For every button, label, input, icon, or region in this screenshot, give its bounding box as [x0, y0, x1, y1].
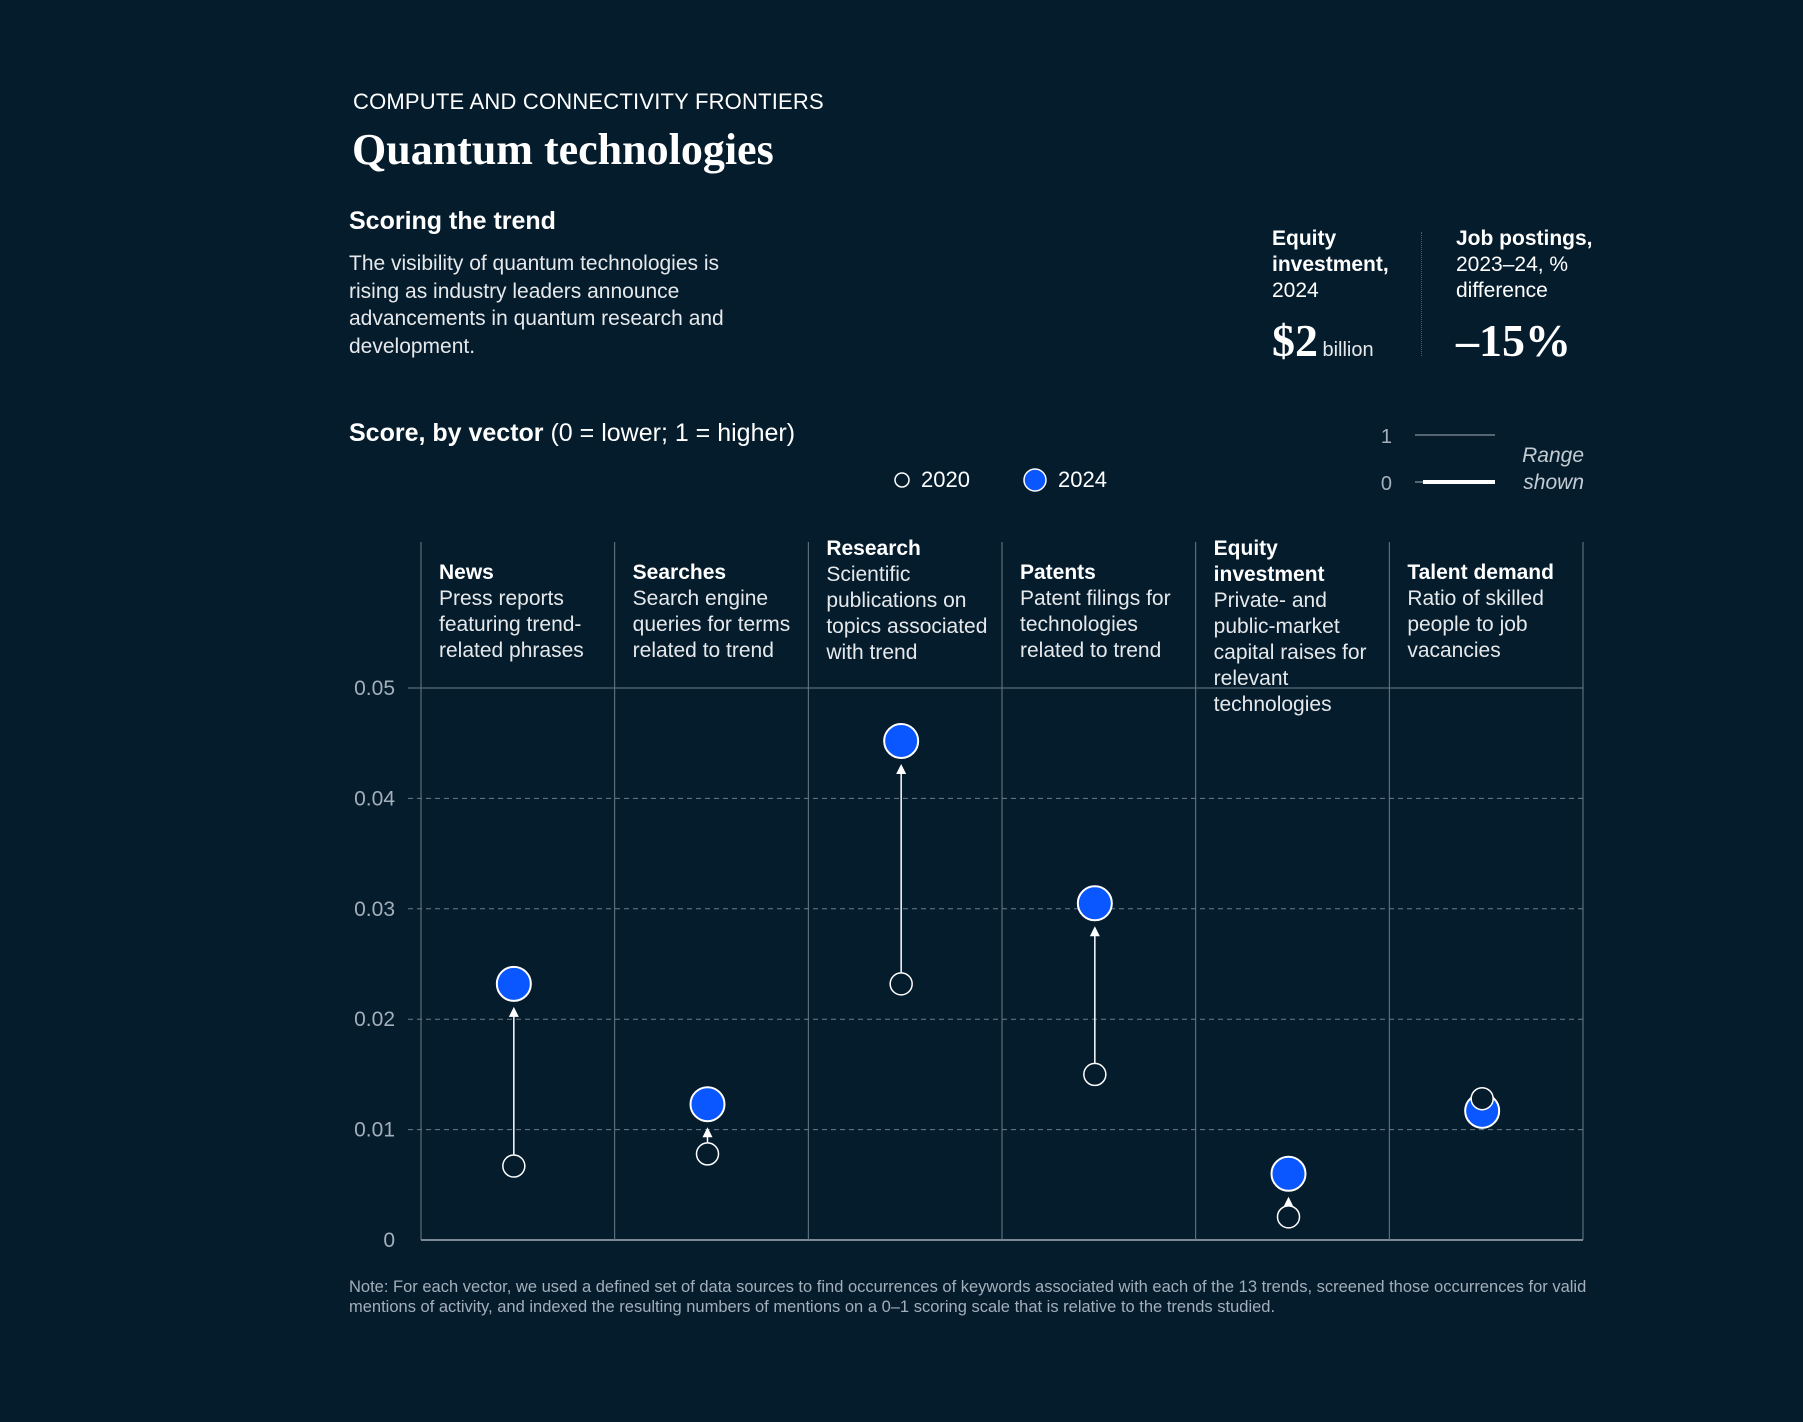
kpi-label-bold: Job postings, — [1456, 227, 1593, 250]
marker-2020 — [1470, 1086, 1494, 1111]
marker-2024 — [495, 965, 532, 1002]
eyebrow: COMPUTE AND CONNECTIVITY FRONTIERS — [353, 89, 824, 114]
marker-2020 — [502, 1154, 526, 1178]
y-tick-label: 0.03 — [354, 898, 395, 921]
column-header: Patents Patent filings for technologies r… — [1020, 560, 1188, 664]
column-header-name: Searches — [632, 561, 727, 584]
range-shown-text: Range shown — [1516, 442, 1584, 496]
kpi-label-rest: 2024 — [1272, 279, 1319, 302]
column-header-desc: Patent filings for technologies related … — [1020, 587, 1171, 662]
marker-2020 — [1083, 1062, 1107, 1087]
section-subhead: Scoring the trend — [349, 207, 556, 235]
column-header: Searches Search engine queries for terms … — [633, 560, 801, 664]
range-top-label: 1 — [1381, 426, 1392, 448]
column-header: Research Scientific publications on topic… — [826, 536, 994, 666]
marker-2020 — [1276, 1205, 1301, 1229]
legend-2024-label: 2024 — [1058, 467, 1107, 492]
kpi-value: $2 — [1272, 315, 1318, 366]
range-text-line1: Range — [1522, 444, 1584, 467]
marker-2024 — [1076, 885, 1113, 922]
kpi-job-postings: Job postings, 2023–24, % difference –15% — [1456, 226, 1616, 367]
kpi-value: –15% — [1456, 315, 1571, 366]
y-tick-label: 0.05 — [354, 677, 395, 700]
kpi-label-rest: 2023–24, % difference — [1456, 253, 1569, 302]
page-title: Quantum technologies — [352, 125, 774, 174]
chart-title-rest: (0 = lower; 1 = higher) — [543, 419, 796, 447]
kpi-label: Job postings, 2023–24, % difference — [1456, 226, 1596, 304]
footnote: Note: For each vector, we used a defined… — [349, 1278, 1587, 1316]
marker-2020 — [889, 972, 913, 996]
change-arrow-head — [508, 1006, 519, 1017]
filled-circle-icon — [1023, 468, 1047, 492]
column-header: Talent demand Ratio of skilled people to … — [1407, 560, 1575, 664]
kpi-label-bold: Equity investment, — [1272, 227, 1389, 276]
column-header-desc: Press reports featuring trend-related ph… — [439, 587, 584, 662]
column-header-name: Research — [826, 537, 921, 560]
range-shown-graphic: 1 0 — [1381, 426, 1495, 495]
legend-2020: 2020 — [893, 467, 970, 493]
column-header-desc: Ratio of skilled people to job vacancies — [1407, 587, 1544, 662]
marker-2024 — [883, 722, 920, 759]
column-header-desc: Scientific publications on topics associ… — [826, 563, 988, 664]
chart-title-bold: Score, by vector — [349, 419, 544, 447]
column-header-name: News — [439, 561, 494, 584]
y-tick-label: 0.01 — [354, 1119, 395, 1142]
column-header: News Press reports featuring trend-relate… — [439, 560, 607, 664]
chart-title: Score, by vector (0 = lower; 1 = higher) — [349, 419, 795, 448]
kpi-equity-investment: Equity investment, 2024 $2 billion — [1272, 226, 1422, 367]
change-arrow-head — [1283, 1196, 1294, 1207]
marker-2024 — [689, 1086, 726, 1123]
y-tick-label: 0.04 — [354, 787, 395, 810]
kpi-divider — [1421, 232, 1422, 356]
change-arrow-head — [702, 1127, 713, 1138]
legend-2024: 2024 — [1022, 467, 1107, 493]
change-arrow-head — [1089, 926, 1100, 937]
column-header: Equity investment Private- and public-mar… — [1214, 536, 1382, 718]
y-tick-label: 0 — [383, 1229, 395, 1252]
marker-2024 — [1270, 1155, 1307, 1192]
hollow-circle-icon — [894, 472, 910, 488]
kpi-label: Equity investment, 2024 — [1272, 226, 1422, 304]
range-text-line2: shown — [1523, 471, 1584, 494]
kpi-unit: billion — [1322, 339, 1374, 361]
column-header-desc: Private- and public-market capital raise… — [1213, 589, 1367, 716]
range-bottom-label: 0 — [1381, 473, 1392, 495]
dot-change-chart: 0 0.01 0.02 0.03 0.04 0.05 — [354, 542, 1584, 1252]
marker-2020 — [695, 1142, 720, 1166]
column-header-name: Equity investment — [1213, 537, 1325, 586]
column-header-desc: Search engine queries for terms related … — [632, 587, 791, 662]
intro-description: The visibility of quantum technologies i… — [349, 252, 724, 358]
column-header-name: Patents — [1020, 561, 1096, 584]
legend-2020-label: 2020 — [921, 467, 970, 492]
column-header-name: Talent demand — [1407, 561, 1554, 584]
change-arrow-head — [896, 763, 907, 774]
y-tick-label: 0.02 — [354, 1008, 395, 1031]
